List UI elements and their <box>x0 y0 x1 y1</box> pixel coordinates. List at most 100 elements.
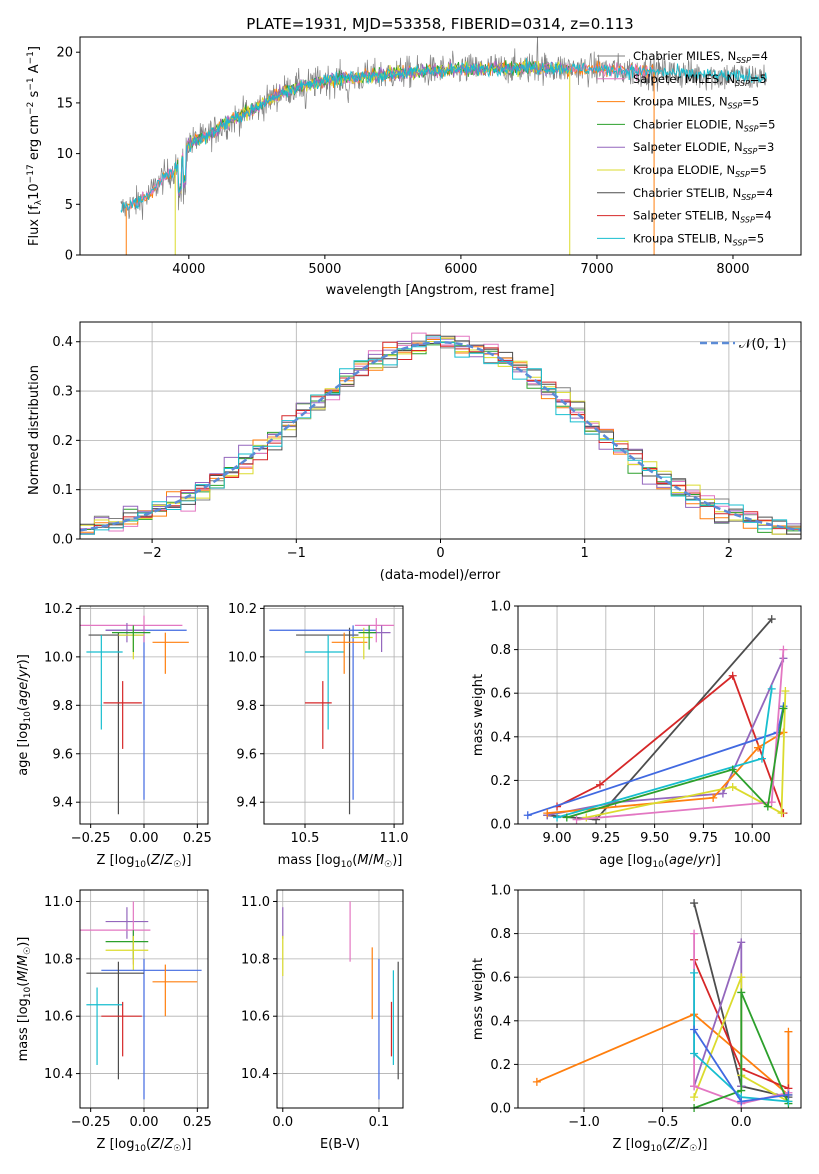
y-tick-label: 10.2 <box>228 602 257 617</box>
x-tick-label: 1 <box>581 546 589 561</box>
legend-entry: Kroupa ELODIE, NSSP=5 <box>633 163 767 179</box>
y-tick-label: 9.6 <box>52 747 73 762</box>
weight-marker <box>572 815 581 824</box>
legend-entry: Kroupa STELIB, NSSP=5 <box>633 231 764 247</box>
axes-frame <box>79 889 209 1109</box>
weight-marker <box>737 1097 746 1106</box>
legend-entry: Salpeter STELIB, NSSP=4 <box>633 209 772 225</box>
weight-line-chabrier_elodie <box>693 992 790 1108</box>
mass-z-xlabel: Z [log10(Z/Z☉)] <box>97 1137 192 1154</box>
y-tick-label: 10.6 <box>44 1010 73 1025</box>
model-line-chabrier_elodie <box>174 60 570 197</box>
spectrum-xlabel: wavelength [Angstrom, rest frame] <box>326 283 555 298</box>
axes-frame <box>79 321 802 540</box>
y-tick-label: 10.0 <box>228 650 257 665</box>
y-tick-label: 10.6 <box>241 1010 270 1025</box>
y-tick-label: 10.8 <box>241 952 270 967</box>
y-tick-label: 10 <box>56 147 73 162</box>
y-tick-label: 0.1 <box>52 483 73 498</box>
mass-ebv-xlabel: E(B-V) <box>320 1137 360 1152</box>
weight-marker <box>777 809 786 818</box>
x-tick-label: 9.25 <box>591 831 620 846</box>
weight-marker <box>709 793 718 802</box>
weight-marker <box>754 743 763 752</box>
y-tick-label: 0.2 <box>490 774 511 789</box>
legend-entry: Salpeter ELODIE, NSSP=3 <box>633 140 774 156</box>
weight-marker <box>728 782 737 791</box>
axes-frame <box>79 36 802 256</box>
weight-marker <box>690 899 699 908</box>
y-tick-label: 10.0 <box>44 650 73 665</box>
y-tick-label: 1.0 <box>490 600 511 615</box>
weight-marker <box>728 671 737 680</box>
y-tick-label: 0.3 <box>52 385 73 400</box>
x-tick-label: 9.50 <box>640 831 669 846</box>
x-tick-label: 10.00 <box>734 831 771 846</box>
x-tick-label: −1 <box>287 546 306 561</box>
x-tick-label: 8000 <box>716 262 749 277</box>
weight-marker <box>737 938 746 947</box>
weight-marker <box>553 813 562 822</box>
x-tick-label: −1.0 <box>568 1115 600 1130</box>
x-tick-label: 0.00 <box>130 831 159 846</box>
y-tick-label: 11.0 <box>241 895 270 910</box>
y-tick-label: 20 <box>56 46 73 61</box>
axes-weight_vs_age: 9.00 9.25 9.50 9.75 10.00 0.0 0.2 0.4 0.6 0.8 1.0 a… <box>471 600 802 870</box>
weight-marker <box>781 687 790 696</box>
y-tick-label: 0.6 <box>490 687 511 702</box>
age-mass-xlabel: mass [log10(M/M☉)] <box>278 853 403 870</box>
axes-frame <box>517 605 802 825</box>
x-tick-label: 2 <box>725 546 733 561</box>
legend-entry: Chabrier STELIB, NSSP=4 <box>633 186 773 202</box>
y-tick-label: 0.4 <box>490 1014 511 1029</box>
axes-residuals: −2 −1 0 1 2 0.0 0.1 0.2 0.3 0.4 𝒩(0, 1) (data-model… <box>27 321 802 583</box>
x-tick-label: −0.5 <box>647 1115 679 1130</box>
legend-entry: Salpeter MILES, NSSP=5 <box>633 72 767 88</box>
y-tick-label: 10.4 <box>44 1067 73 1082</box>
y-tick-label: 11.0 <box>44 895 73 910</box>
axes-age_vs_Z: −0.25 0.00 0.25 9.4 9.6 9.8 10.0 10.2 Z [log10(Z… <box>16 602 212 870</box>
weight-marker <box>690 1093 699 1102</box>
mass-z-ylabel: mass [log10(M/M☉)] <box>16 937 33 1062</box>
axes-weight_vs_Z: −1.0 −0.5 0.0 0.0 0.2 0.4 0.6 0.8 1.0 Z [log10(Z/… <box>471 884 802 1154</box>
y-tick-label: 0 <box>65 249 73 264</box>
histogram-kroupa_stelib <box>80 335 801 535</box>
x-tick-label: 7000 <box>580 262 613 277</box>
normal-curve <box>79 340 802 532</box>
spectrum-title: PLATE=1931, MJD=53358, FIBERID=0314, z=0… <box>246 15 633 33</box>
x-tick-label: −2 <box>143 546 162 561</box>
weight-marker <box>690 929 699 938</box>
x-tick-label: 0.1 <box>369 1115 390 1130</box>
x-tick-label: 11.0 <box>380 831 409 846</box>
weight-marker <box>690 1025 699 1034</box>
x-tick-label: 0.00 <box>130 1115 159 1130</box>
weight-marker <box>784 1027 793 1036</box>
y-tick-label: 10.8 <box>44 952 73 967</box>
y-tick-label: 0.8 <box>490 927 511 942</box>
spectrum-ylabel: Flux [fλ10−17 erg cm−2 s−1 A−1] <box>26 46 44 246</box>
y-tick-label: 10.2 <box>44 602 73 617</box>
x-tick-label: 0 <box>436 546 444 561</box>
weight-z-xlabel: Z [log10(Z/Z☉)] <box>613 1137 708 1154</box>
weight-marker <box>532 1077 541 1086</box>
y-tick-label: 0.0 <box>490 818 511 833</box>
axes-frame <box>517 889 802 1109</box>
y-tick-label: 1.0 <box>490 884 511 899</box>
y-tick-label: 0.4 <box>52 335 73 350</box>
legend-entry: Chabrier ELODIE, NSSP=5 <box>633 117 775 133</box>
axes-age_vs_mass: 10.5 11.0 9.4 9.6 9.8 10.0 10.2 mass [log10(M/M… <box>228 602 409 870</box>
x-tick-label: −0.25 <box>71 831 111 846</box>
residuals-xlabel: (data-model)/error <box>380 568 501 583</box>
weight-line-chabrier_elodie <box>566 708 785 819</box>
weight-marker <box>737 973 746 982</box>
axes-frame <box>79 605 209 825</box>
histogram-kroupa_elodie <box>80 337 801 535</box>
axes-spectrum: 4000 5000 6000 7000 8000 0 5 10 15 20 PLATE=1931, … <box>26 15 802 298</box>
y-tick-label: 0.2 <box>52 434 73 449</box>
age-z-xlabel: Z [log10(Z/Z☉)] <box>97 853 192 870</box>
x-tick-label: 10.5 <box>291 831 320 846</box>
weight-marker <box>779 645 788 654</box>
weight-marker <box>728 765 737 774</box>
x-tick-label: 5000 <box>308 262 341 277</box>
